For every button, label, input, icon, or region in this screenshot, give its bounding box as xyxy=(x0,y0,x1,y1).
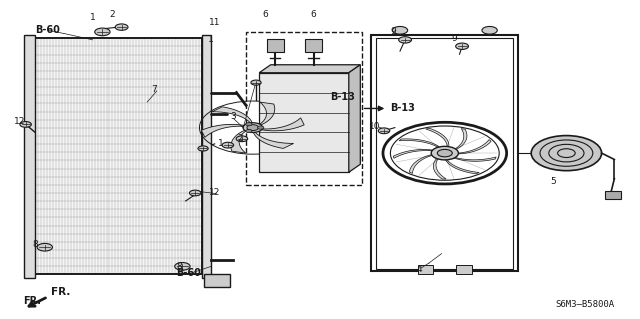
Circle shape xyxy=(95,28,110,36)
Polygon shape xyxy=(399,139,440,147)
Text: 2: 2 xyxy=(109,10,115,19)
Bar xyxy=(371,35,518,271)
Polygon shape xyxy=(349,65,360,172)
Bar xyxy=(305,39,322,52)
Text: FR.: FR. xyxy=(23,296,41,307)
Text: 8: 8 xyxy=(33,240,38,249)
Text: B-13: B-13 xyxy=(330,92,355,102)
Polygon shape xyxy=(259,65,360,73)
Circle shape xyxy=(246,122,252,126)
Circle shape xyxy=(378,128,390,134)
Bar xyxy=(202,35,211,278)
Circle shape xyxy=(198,146,208,151)
Text: 9: 9 xyxy=(452,34,457,43)
Circle shape xyxy=(531,136,602,171)
Text: 5: 5 xyxy=(551,177,556,186)
Text: 6: 6 xyxy=(311,10,316,19)
Text: FR.: FR. xyxy=(51,287,70,297)
Circle shape xyxy=(392,26,408,34)
Circle shape xyxy=(236,136,248,142)
Text: 12: 12 xyxy=(13,117,25,126)
Text: 6: 6 xyxy=(263,10,268,19)
Polygon shape xyxy=(445,160,479,174)
Text: 1: 1 xyxy=(209,35,214,44)
Bar xyxy=(418,265,433,274)
Bar xyxy=(267,39,284,52)
Text: 11: 11 xyxy=(209,18,220,27)
Polygon shape xyxy=(262,118,304,131)
Polygon shape xyxy=(433,159,446,179)
Circle shape xyxy=(437,149,452,157)
Bar xyxy=(605,191,621,199)
Text: S6M3–B5800A: S6M3–B5800A xyxy=(556,300,614,309)
Circle shape xyxy=(243,123,262,132)
Circle shape xyxy=(222,142,234,148)
Polygon shape xyxy=(458,140,491,154)
Polygon shape xyxy=(393,150,433,158)
Polygon shape xyxy=(426,128,449,147)
Text: 2: 2 xyxy=(237,134,243,143)
Text: 4: 4 xyxy=(417,265,422,274)
Text: 3: 3 xyxy=(231,112,236,121)
Bar xyxy=(246,32,362,185)
Circle shape xyxy=(246,130,252,133)
Polygon shape xyxy=(454,157,496,161)
Circle shape xyxy=(37,243,52,251)
Polygon shape xyxy=(410,155,432,174)
Polygon shape xyxy=(455,129,467,149)
Bar xyxy=(204,274,230,287)
Bar xyxy=(259,73,349,172)
Circle shape xyxy=(189,190,201,196)
Text: 12: 12 xyxy=(209,189,220,197)
Circle shape xyxy=(251,80,261,85)
Bar xyxy=(376,38,513,269)
Bar xyxy=(24,35,35,278)
Polygon shape xyxy=(202,124,244,137)
Text: B-13: B-13 xyxy=(390,103,415,114)
Text: 8: 8 xyxy=(177,262,182,271)
Polygon shape xyxy=(35,38,202,274)
Polygon shape xyxy=(260,102,275,125)
Circle shape xyxy=(247,125,259,130)
Circle shape xyxy=(399,37,412,43)
Circle shape xyxy=(115,24,128,30)
Circle shape xyxy=(175,263,190,270)
Circle shape xyxy=(257,126,264,129)
Text: 7: 7 xyxy=(151,85,156,94)
Polygon shape xyxy=(212,107,252,123)
Circle shape xyxy=(20,122,31,127)
Polygon shape xyxy=(253,132,294,148)
Text: 1: 1 xyxy=(218,139,223,148)
Bar xyxy=(456,265,472,274)
Circle shape xyxy=(431,146,458,160)
Text: 1: 1 xyxy=(90,13,95,22)
Text: 10: 10 xyxy=(369,122,380,130)
Text: B-60: B-60 xyxy=(36,25,60,35)
Circle shape xyxy=(482,26,497,34)
Polygon shape xyxy=(231,130,246,153)
Circle shape xyxy=(456,43,468,49)
Text: B-60: B-60 xyxy=(177,268,201,278)
Text: 9: 9 xyxy=(391,27,396,36)
